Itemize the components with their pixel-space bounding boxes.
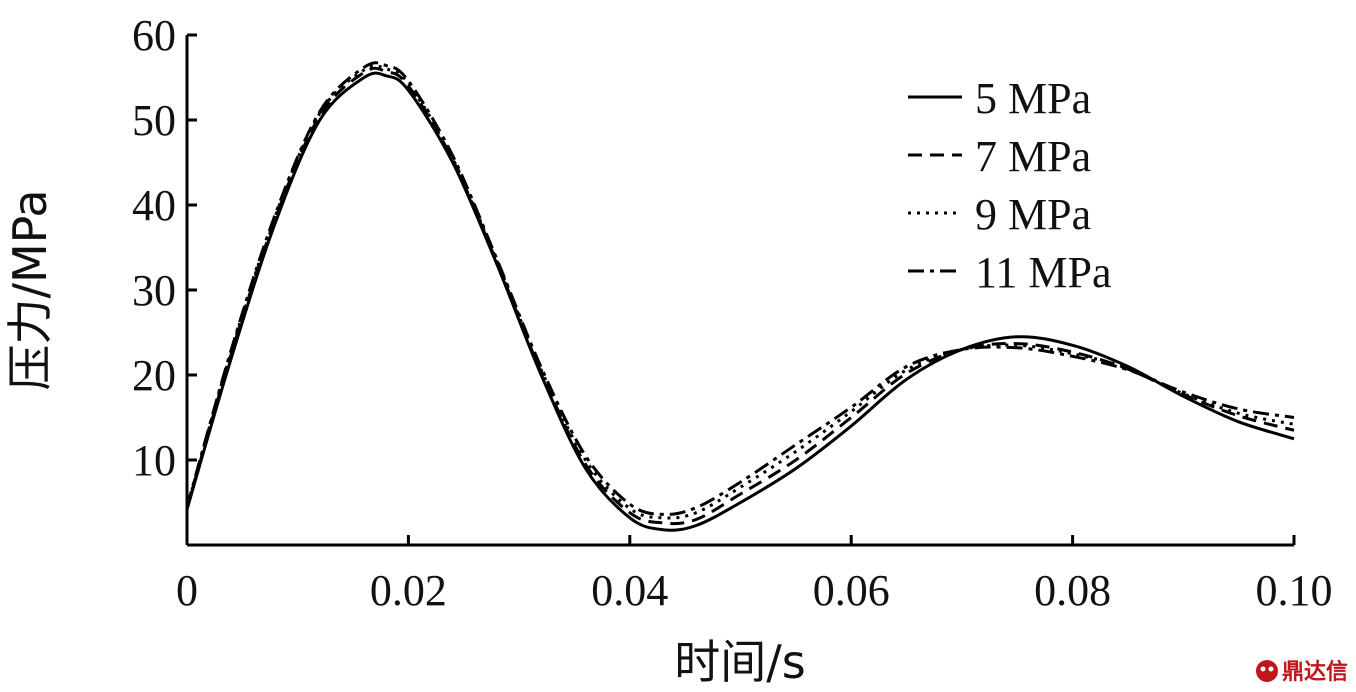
axes [185,35,1294,547]
y-tick-label: 40 [132,181,176,230]
series-line [185,66,1295,526]
y-tick-label: 60 [132,11,176,60]
x-tick-label: 0.08 [1034,566,1111,615]
x-tick-label: 0.02 [370,566,447,615]
x-tick-label: 0.06 [813,566,890,615]
x-tick-label: 0.04 [591,566,668,615]
x-tick-label: 0.10 [1256,566,1333,615]
y-tick-label: 10 [132,436,176,485]
y-axis-title: 压力/MPa [3,189,57,390]
watermark-logo-icon [1256,660,1278,682]
legend-label: 11 MPa [975,248,1112,297]
legend-label: 7 MPa [975,132,1091,181]
y-tick-label: 20 [132,351,176,400]
legend-label: 9 MPa [975,190,1091,239]
x-tick-label: 0 [176,566,198,615]
series-line [185,64,1295,520]
y-tick-label: 30 [132,266,176,315]
legend-label: 5 MPa [975,74,1091,123]
x-ticks: 0 0.02 0.04 0.06 0.08 0.10 [176,535,1333,615]
series-line [185,71,1295,532]
series-line [185,61,1295,517]
y-ticks: 10 20 30 40 50 60 [132,11,197,485]
y-tick-label: 50 [132,96,176,145]
watermark-text: 鼎达信 [1282,659,1348,685]
series-layer [185,61,1295,532]
legend: 5 MPa 7 MPa 9 MPa 11 MPa [908,74,1112,297]
watermark: 鼎达信 [1256,659,1348,685]
x-axis-title: 时间/s [674,635,805,689]
